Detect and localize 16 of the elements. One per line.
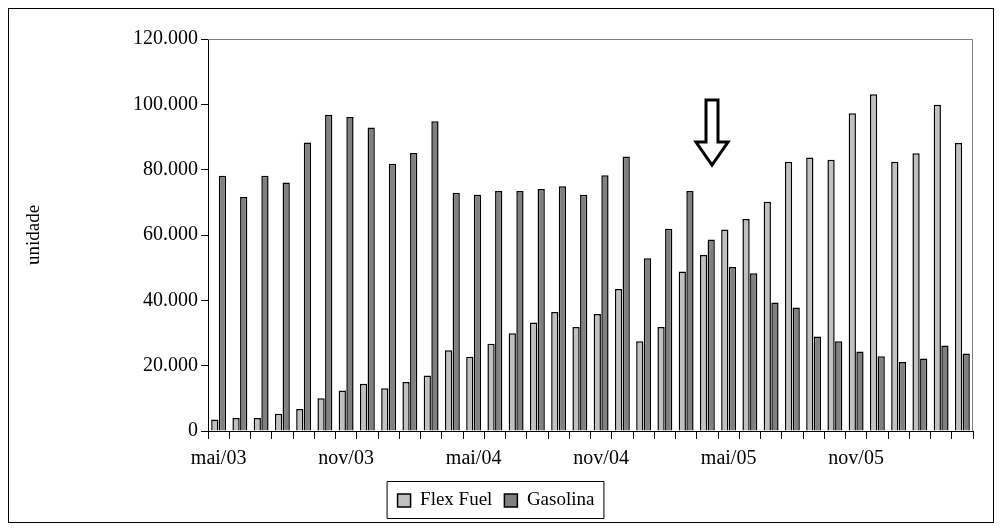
- y-tick-label: 100.000: [133, 91, 198, 114]
- x-tick-label: mai/05: [700, 446, 757, 469]
- y-tick-label: 60.000: [143, 222, 198, 245]
- x-tick-label: mai/03: [190, 446, 247, 469]
- y-tick-label: 80.000: [143, 156, 198, 179]
- x-tick-label: nov/04: [573, 446, 629, 469]
- x-tick-label: nov/03: [318, 446, 374, 469]
- legend-label: Flex Fuel: [420, 488, 493, 510]
- x-tick-label: mai/04: [445, 446, 502, 469]
- y-tick-label: 20.000: [143, 352, 198, 375]
- y-tick-label: 0: [188, 418, 198, 441]
- y-axis-title: unidade: [22, 204, 44, 266]
- y-tick-label: 120.000: [133, 26, 198, 49]
- legend-label: Gasolina: [526, 488, 595, 510]
- x-tick-label: nov/05: [828, 446, 884, 469]
- y-tick-label: 40.000: [143, 287, 198, 310]
